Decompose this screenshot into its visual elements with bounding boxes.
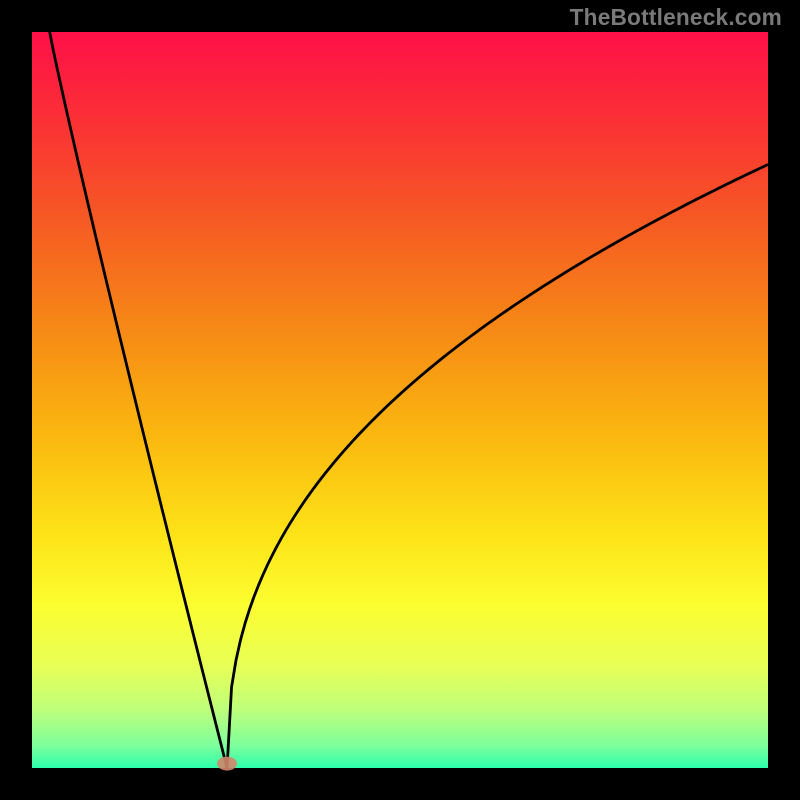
chart-svg bbox=[0, 0, 800, 800]
valley-marker bbox=[217, 757, 237, 771]
plot-background bbox=[32, 32, 768, 768]
bottleneck-chart: TheBottleneck.com bbox=[0, 0, 800, 800]
watermark-text: TheBottleneck.com bbox=[570, 4, 782, 31]
